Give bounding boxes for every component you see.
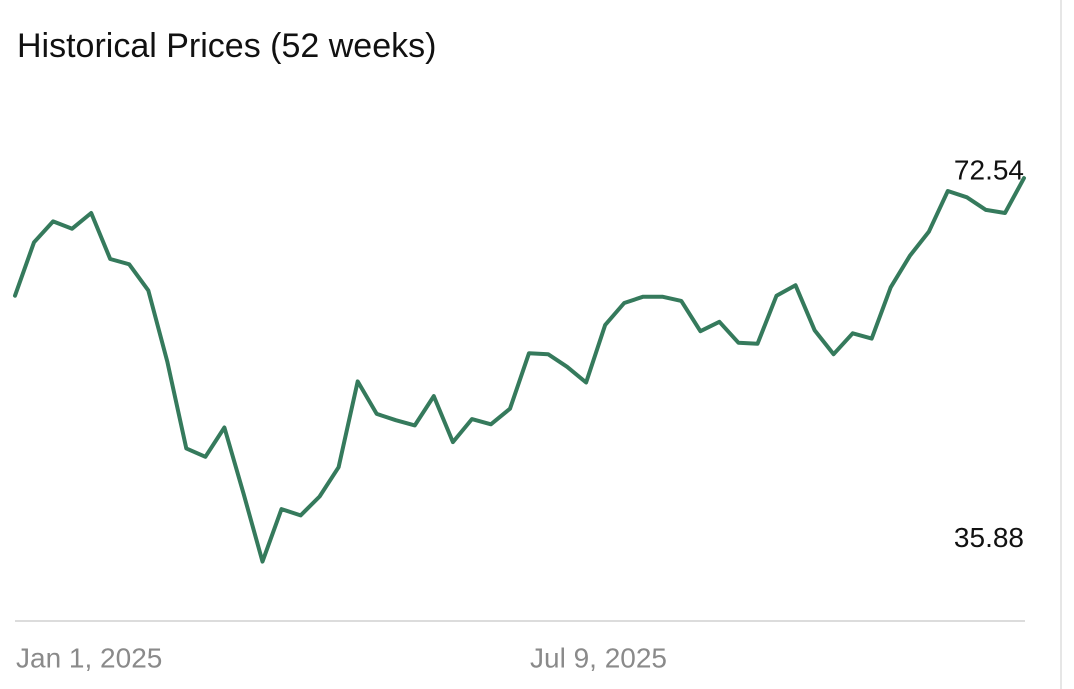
y-value-label: 72.54 [954, 154, 1024, 185]
x-tick-label: Jul 9, 2025 [530, 642, 667, 673]
x-tick-label: Jan 1, 2025 [16, 642, 162, 673]
y-value-label: 35.88 [954, 522, 1024, 553]
chart-title: Historical Prices (52 weeks) [17, 27, 436, 65]
price-line [13, 176, 1026, 564]
